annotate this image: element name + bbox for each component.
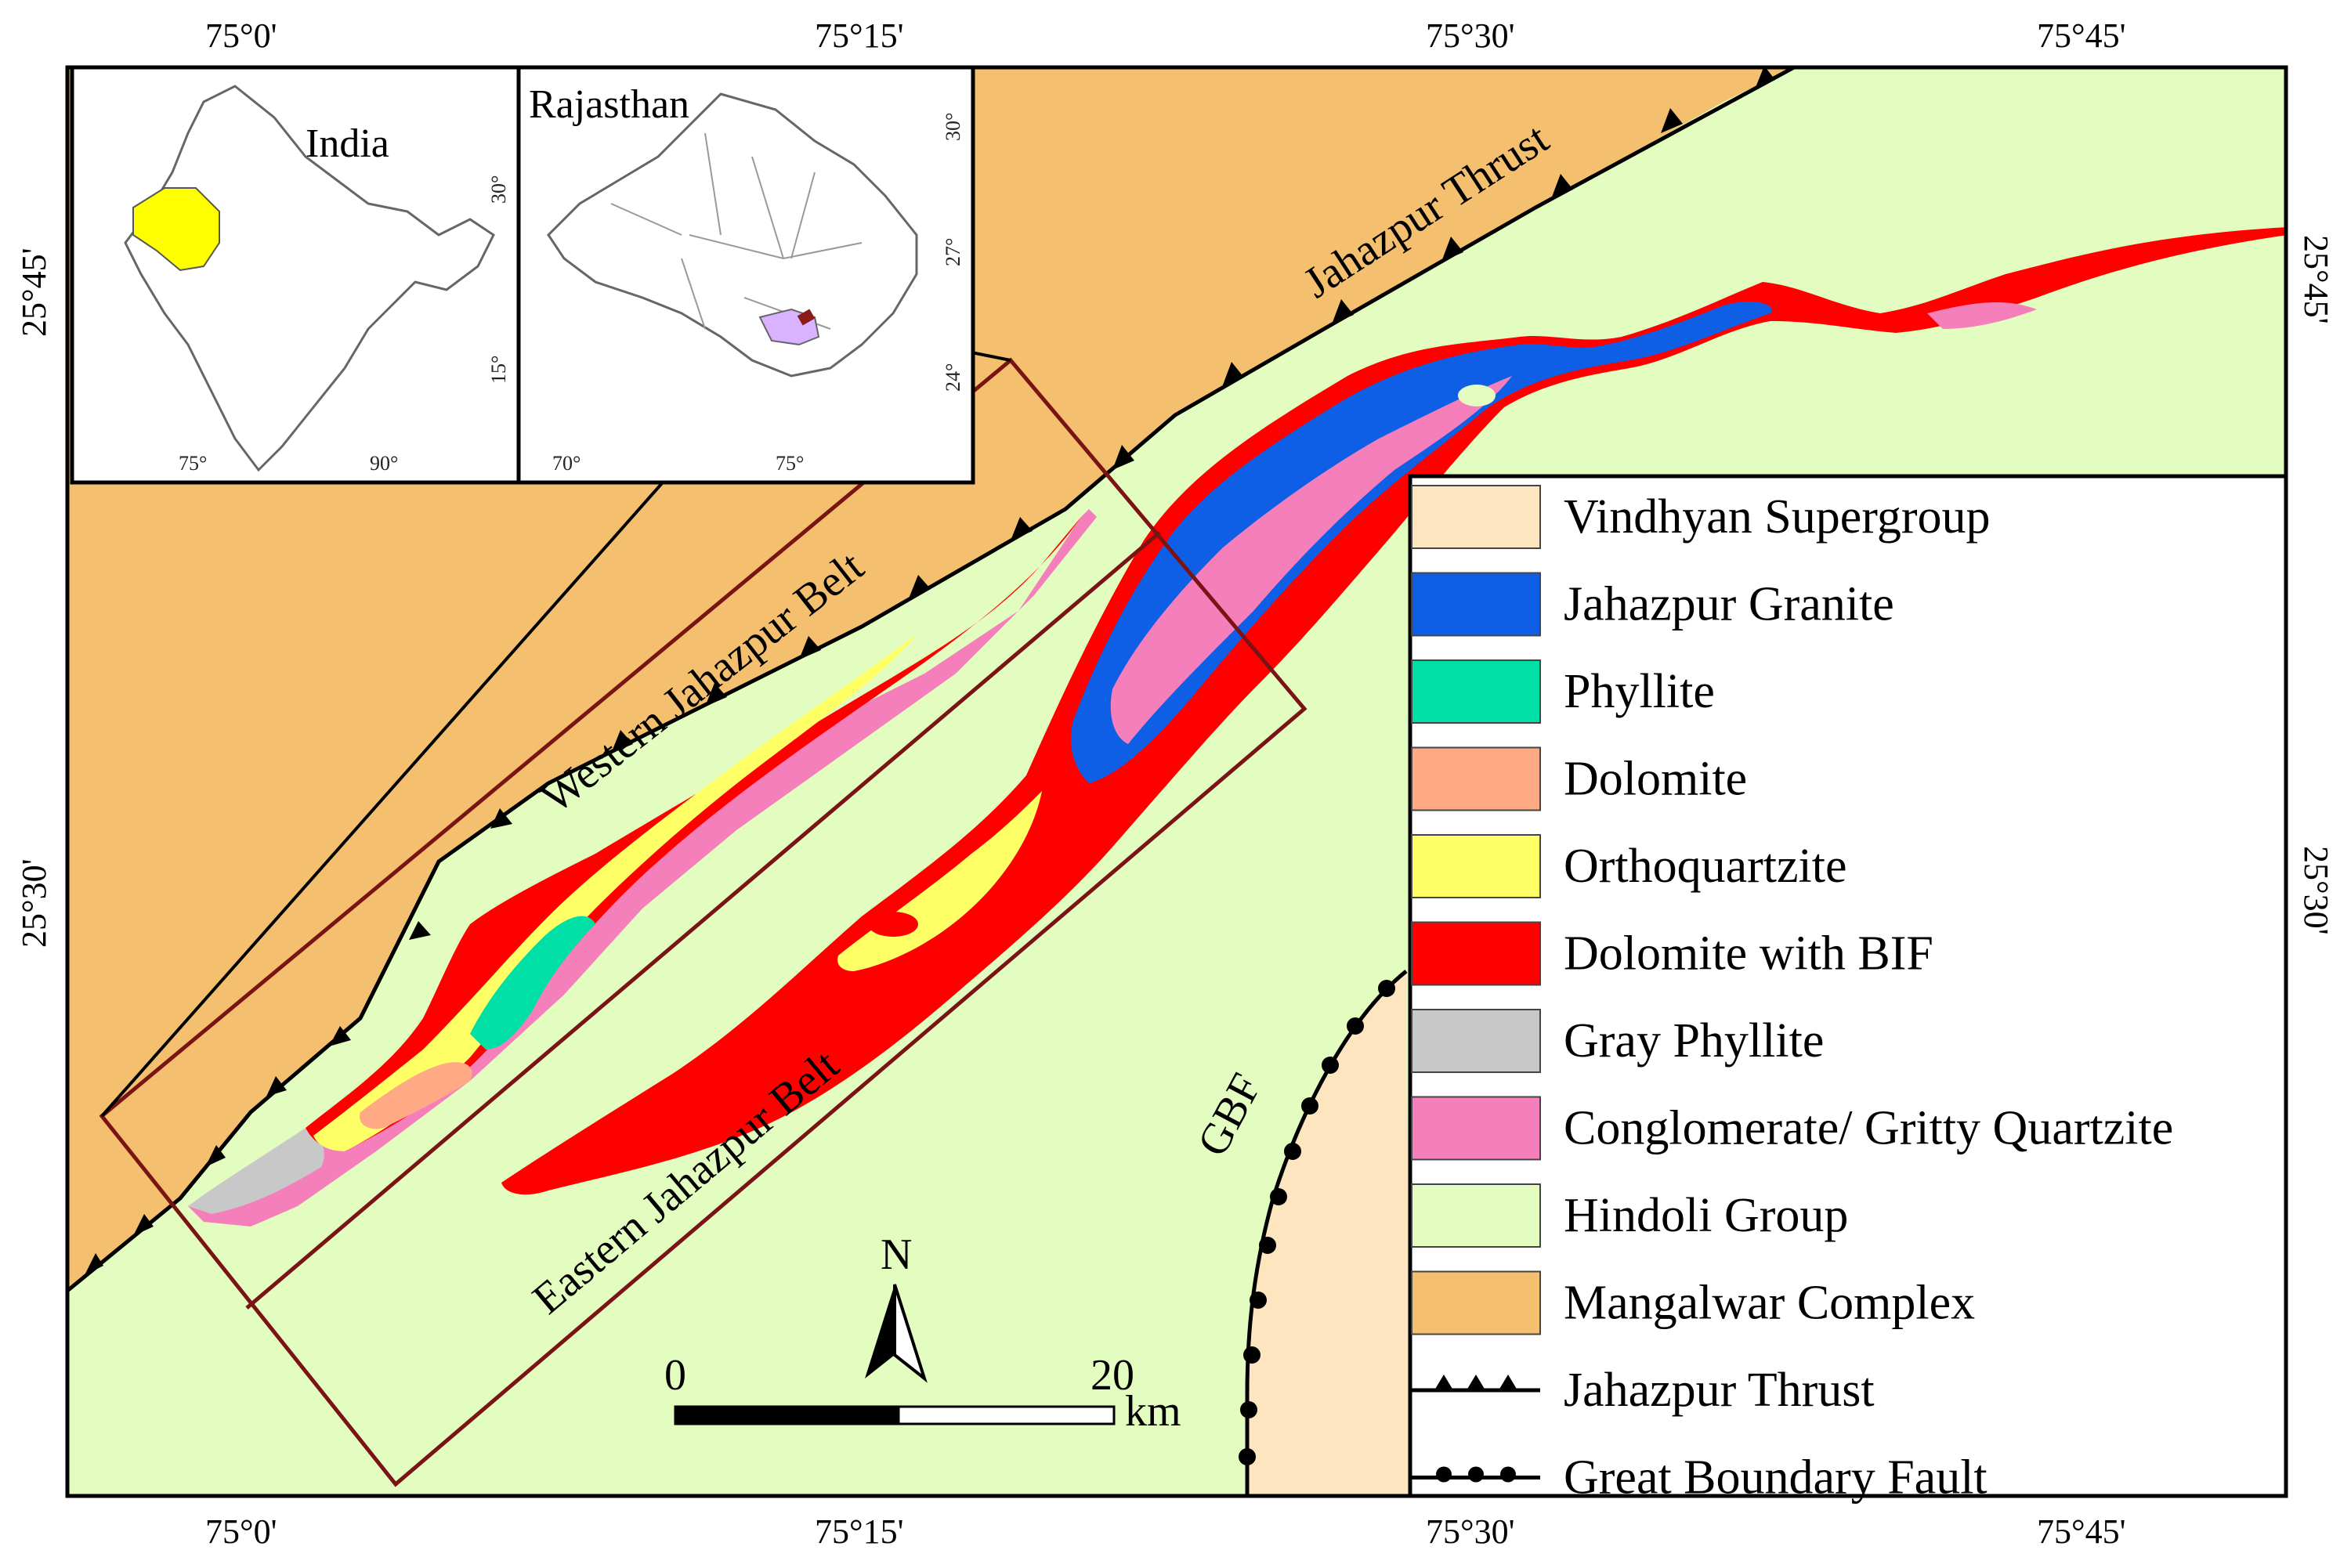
legend-swatch-mangalwar [1411,1270,1541,1335]
legend-swatch-hindoli [1411,1183,1541,1248]
eastern-jahazpur-belt [501,227,2288,1195]
right-coord-2: 25°30' [2297,846,2335,935]
india-y-tick-2: 15° [487,356,510,384]
scale-bar-start: 0 [664,1351,686,1400]
india-title: India [306,121,389,166]
rajasthan-x-tick-2: 75° [776,452,804,475]
eastern-belt-conglomerate-east [1927,302,2037,329]
top-coord-4: 75°45' [2037,16,2126,55]
top-coord-3: 75°30' [1426,16,1515,55]
coordinate-labels: 75°0' 75°15' 75°30' 75°45' 75°0' 75°15' … [15,16,2335,1551]
rajasthan-outline [547,92,918,378]
western-jahazpur-belt [188,509,1097,1227]
inset-india: India 75° 90° 30° 15° [70,65,521,485]
eastern-belt-jahazpur-granite [1070,301,1772,783]
legend-swatch-jahazpur-granite [1411,572,1541,637]
north-arrow-label: N [881,1230,912,1279]
legend-label-mangalwar: Mangalwar Complex [1564,1277,1975,1330]
scale-bar-unit: km [1125,1387,1181,1436]
bottom-coord-2: 75°15' [815,1512,904,1551]
legend-label-vindhyan: Vindhyan Supergroup [1564,490,1990,544]
legend-swatch-dolomite-bif [1411,921,1541,986]
north-arrow: N [865,1230,928,1383]
india-x-tick-2: 90° [370,452,398,475]
eastern-belt-dolomite-bif [501,227,2288,1195]
scale-bar: 0 20 km [664,1351,1181,1436]
study-area-marker [797,309,816,326]
legend-swatch-gray-phyllite [1411,1009,1541,1073]
top-coord-1: 75°0' [205,16,277,55]
scale-bar-end: 20 [1091,1351,1134,1400]
left-coord-2: 25°30' [15,858,53,948]
legend-label-hindoli: Hindoli Group [1564,1189,1848,1242]
bottom-coord-3: 75°30' [1426,1512,1515,1551]
western-belt-dolomite [360,1062,472,1129]
right-coord-1: 25°45' [2297,235,2335,324]
jahazpur-thrust-teeth [85,66,1775,1275]
legend-swatch-vindhyan [1411,485,1541,549]
left-coord-1: 25°45' [15,247,53,337]
legend-swatch-dolomite [1411,746,1541,811]
india-x-tick-1: 75° [179,452,207,475]
legend-swatch-phyllite [1411,659,1541,724]
rajasthan-y-tick-left: 30° [942,113,964,141]
rajasthan-x-tick-1: 70° [552,452,581,475]
western-belt-orthoquartzite [313,634,917,1151]
legend-label-phyllite: Phyllite [1564,665,1715,718]
legend-swatch-orthoquartzite [1411,834,1541,898]
legend-box [1408,474,2288,1498]
rajasthan-title: Rajasthan [529,82,689,127]
legend-swatch-conglomerate [1411,1096,1541,1161]
legend-line-circle [1412,1466,1540,1483]
rajasthan-y-tick-2: 27° [942,238,964,266]
legend-label-dolomite: Dolomite [1564,753,1747,806]
legend: Vindhyan Supergroup Jahazpur Granite Phyll… [1408,474,2288,1505]
rajasthan-y-tick-3: 24° [942,363,964,392]
legend-label-dolomite-bif: Dolomite with BIF [1564,927,1933,981]
india-y-tick-1: 30° [487,175,510,204]
legend-label-conglomerate: Conglomerate/ Gritty Quartzite [1564,1102,2173,1155]
bottom-coord-1: 75°0' [205,1512,277,1551]
jahazpur-thrust-line [66,65,1796,1292]
bottom-coord-4: 75°45' [2037,1512,2126,1551]
study-area-divider [245,531,1161,1310]
eastern-belt-bif-lens [868,912,918,937]
legend-label-gray-phyllite: Gray Phyllite [1564,1014,1824,1068]
western-belt-gray-phyllite [188,1128,324,1214]
vindhyan-supergroup-area [1247,971,1410,1496]
rajasthan-highlight-india [132,187,220,272]
eastern-belt-conglomerate [1110,376,1512,744]
legend-line-label-triangle: Jahazpur Thrust [1564,1364,1875,1417]
inset-rajasthan: Rajasthan 70° 75° 30° 30° 27° 24° [516,65,975,485]
great-boundary-fault-dots [1239,980,1395,1465]
top-coord-2: 75°15' [815,16,904,55]
western-belt-phyllite [470,916,595,1050]
study-area-box [99,357,1308,1487]
legend-label-orthoquartzite: Orthoquartzite [1564,840,1847,893]
eastern-belt-hole [1458,385,1496,406]
legend-label-jahazpur-granite: Jahazpur Granite [1564,578,1894,631]
legend-line-triangle [1412,1375,1540,1393]
legend-line-label-circle: Great Boundary Fault [1564,1451,1987,1505]
